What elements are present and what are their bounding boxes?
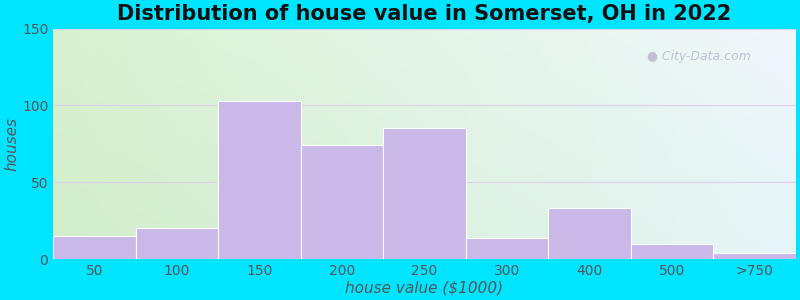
- Bar: [218, 101, 301, 259]
- Bar: [548, 208, 630, 259]
- Text: ● City-Data.com: ● City-Data.com: [647, 50, 751, 63]
- Bar: [301, 146, 383, 259]
- Bar: [53, 236, 136, 259]
- Bar: [136, 228, 218, 259]
- X-axis label: house value ($1000): house value ($1000): [346, 281, 503, 296]
- Bar: [466, 238, 548, 259]
- Title: Distribution of house value in Somerset, OH in 2022: Distribution of house value in Somerset,…: [118, 4, 732, 24]
- Bar: [383, 128, 466, 259]
- Bar: [714, 253, 796, 259]
- Bar: [630, 244, 714, 259]
- Y-axis label: houses: houses: [4, 117, 19, 171]
